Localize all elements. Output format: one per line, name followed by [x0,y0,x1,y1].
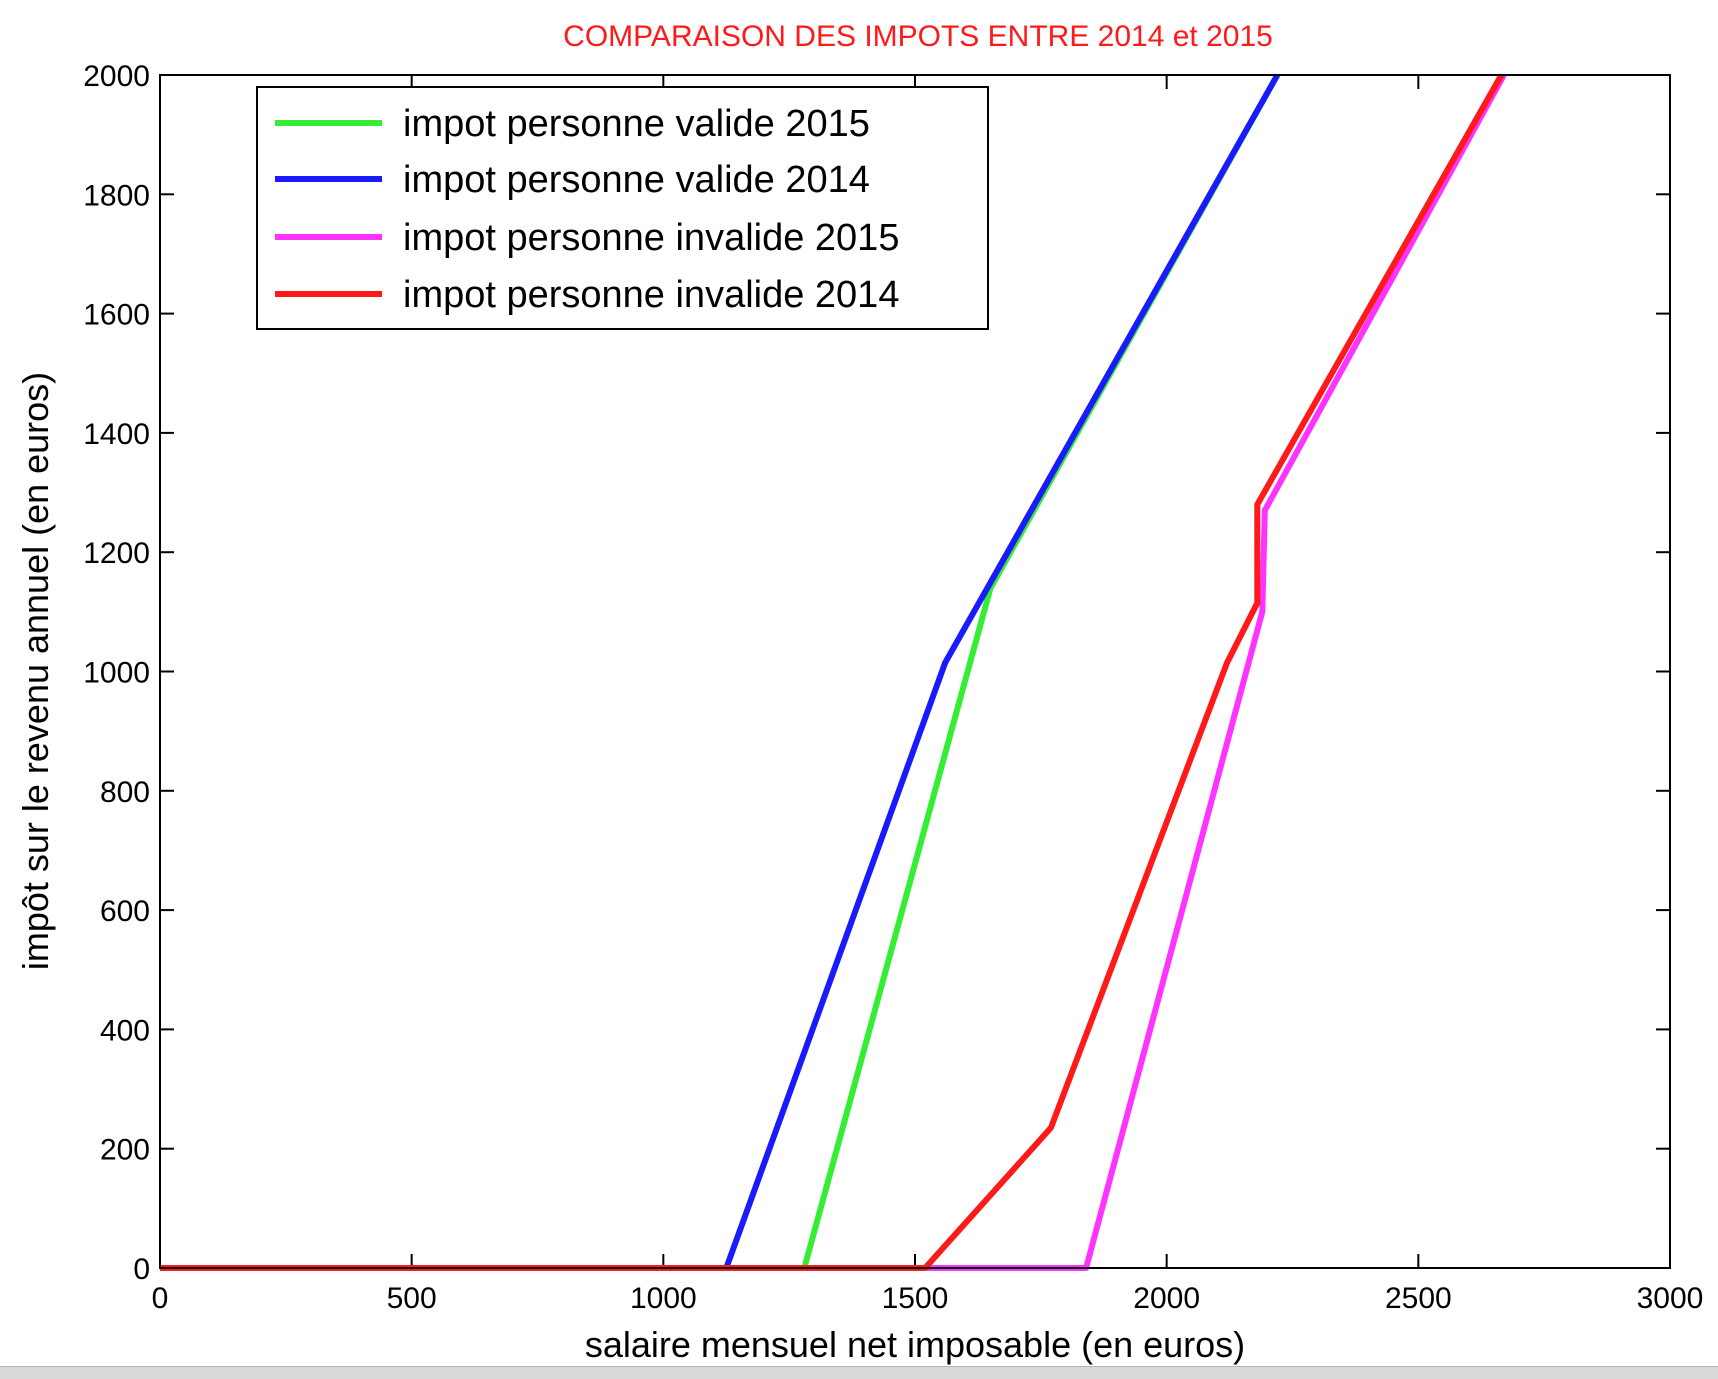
legend-label-valide-2015: impot personne valide 2015 [403,103,870,145]
legend-label-valide-2014: impot personne valide 2014 [403,159,870,201]
y-tick-label: 1000 [83,657,150,690]
y-tick-label: 200 [100,1134,150,1167]
x-tick-label: 3000 [1637,1282,1704,1315]
x-tick-label: 2000 [1133,1282,1200,1315]
y-tick-label: 0 [133,1253,150,1286]
y-tick-label: 800 [100,776,150,809]
legend-label-invalide-2014: impot personne invalide 2014 [403,274,899,316]
legend: impot personne valide 2015 impot personn… [256,86,989,330]
chart-title: COMPARAISON DES IMPOTS ENTRE 2014 et 201… [563,20,1273,53]
x-tick-label: 2500 [1385,1282,1452,1315]
window-bottom-edge [0,1366,1718,1379]
x-tick-label: 1000 [630,1282,697,1315]
ticks-layer: 0 500 1000 1500 2000 2500 3000 0 200 400 600 800 100… [83,60,1703,1315]
y-tick-label: 1800 [83,179,150,212]
legend-label-invalide-2015: impot personne invalide 2015 [403,217,899,259]
y-tick-label: 400 [100,1014,150,1047]
plot-frame [159,74,1671,1269]
y-axis-title: impôt sur le revenu annuel (en euros) [15,372,56,970]
x-tick-label: 1500 [882,1282,949,1315]
y-tick-label: 2000 [83,60,150,93]
y-tick-label: 600 [100,895,150,928]
legend-box [256,86,989,330]
x-axis-title: salaire mensuel net imposable (en euros) [585,1324,1245,1365]
y-tick-label: 1200 [83,537,150,570]
y-tick-label: 1400 [83,418,150,451]
y-tick-label: 1600 [83,299,150,332]
x-tick-label: 0 [152,1282,169,1315]
x-tick-label: 500 [387,1282,437,1315]
